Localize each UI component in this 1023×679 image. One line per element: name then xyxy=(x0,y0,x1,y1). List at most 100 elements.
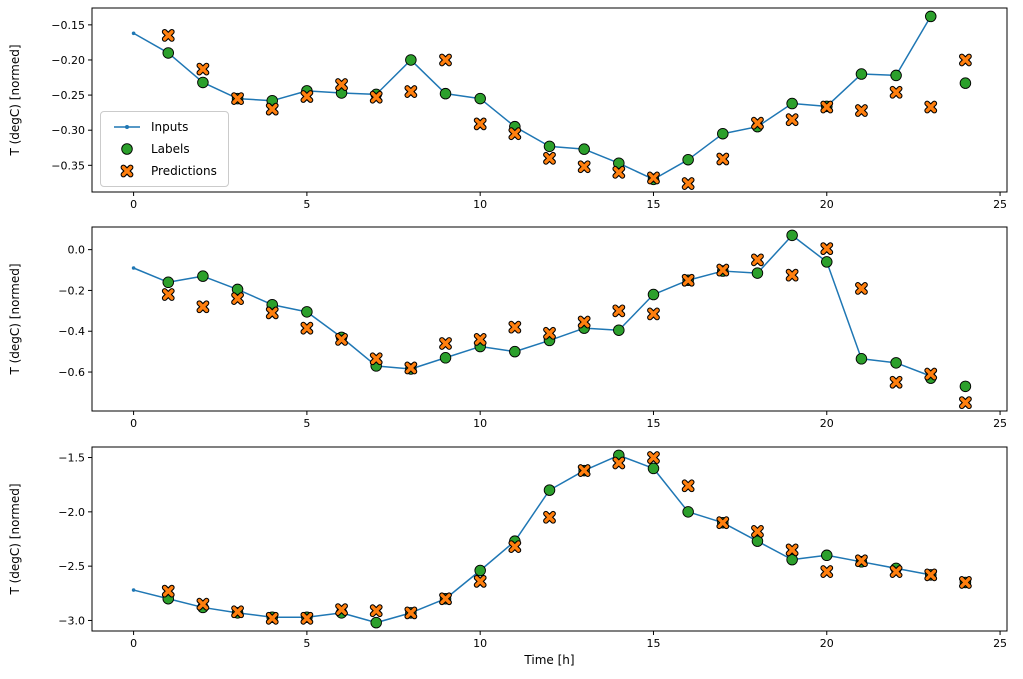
labels-marker xyxy=(197,270,209,282)
predictions-marker xyxy=(717,517,729,529)
y-tick-label: −0.15 xyxy=(51,19,85,32)
labels-marker xyxy=(439,352,452,364)
predictions-marker xyxy=(821,566,833,577)
predictions-marker xyxy=(544,511,555,523)
labels-marker xyxy=(751,267,764,279)
labels-marker xyxy=(474,92,486,105)
x-tick-label: 10 xyxy=(473,417,487,430)
labels-marker xyxy=(925,10,937,23)
labels-marker xyxy=(197,76,209,89)
predictions-marker xyxy=(578,161,590,173)
legend-label-labels: Labels xyxy=(151,142,190,156)
predictions-marker xyxy=(890,566,902,577)
predictions-marker xyxy=(544,327,555,339)
axes-frame xyxy=(91,7,1008,193)
predictions-marker xyxy=(197,63,209,75)
y-tick-label: −2.0 xyxy=(58,506,85,519)
labels-marker xyxy=(405,54,417,66)
labels-marker xyxy=(578,143,590,155)
x-tick-label: 25 xyxy=(993,637,1007,650)
predictions-marker xyxy=(266,307,278,319)
y-tick-label: −0.35 xyxy=(51,159,85,172)
labels-marker xyxy=(890,69,902,82)
legend-item-labels: Labels xyxy=(112,142,217,156)
predictions-marker xyxy=(821,243,833,254)
y-tick-label: −0.2 xyxy=(58,284,85,297)
predictions-marker xyxy=(925,368,937,380)
x-tick-label: 20 xyxy=(820,637,834,650)
predictions-marker xyxy=(162,30,174,41)
labels-marker xyxy=(751,535,764,547)
y-tick-label: −0.20 xyxy=(51,54,85,67)
labels-marker xyxy=(821,256,833,268)
labels-marker xyxy=(162,276,174,289)
predictions-marker xyxy=(370,605,382,616)
labels-marker xyxy=(162,47,174,59)
predictions-marker xyxy=(232,293,243,304)
predictions-marker xyxy=(474,334,486,345)
labels-marker xyxy=(890,357,902,369)
predictions-x-icon xyxy=(120,164,134,178)
legend: Inputs Labels Predictions xyxy=(100,111,229,187)
x-tick-label: 0 xyxy=(130,198,137,211)
legend-item-inputs: Inputs xyxy=(112,120,217,134)
predictions-marker xyxy=(890,376,902,388)
predictions-marker xyxy=(960,397,971,408)
predictions-marker xyxy=(162,289,174,300)
labels-marker xyxy=(509,345,521,358)
inputs-line xyxy=(133,16,932,181)
labels-marker xyxy=(370,616,382,629)
inputs-dot xyxy=(131,31,136,36)
predictions-marker xyxy=(786,114,798,125)
axes-frame xyxy=(91,226,1008,412)
predictions-marker xyxy=(648,308,659,320)
predictions-marker xyxy=(509,128,521,140)
y-axis-label-subplot-3: T (degC) [normed] xyxy=(8,483,22,595)
predictions-marker xyxy=(405,362,417,374)
labels-marker xyxy=(613,324,625,336)
y-tick-label: −2.5 xyxy=(58,560,85,573)
predictions-marker xyxy=(232,93,243,104)
predictions-marker xyxy=(960,54,971,66)
labels-marker xyxy=(682,153,694,166)
predictions-marker xyxy=(752,526,763,537)
x-tick-label: 15 xyxy=(646,198,660,211)
predictions-marker xyxy=(786,544,798,556)
predictions-marker xyxy=(578,465,590,476)
legend-label-inputs: Inputs xyxy=(151,120,189,134)
y-tick-label: −0.6 xyxy=(58,366,85,379)
predictions-marker xyxy=(856,555,867,567)
predictions-marker xyxy=(925,101,937,113)
legend-item-predictions: Predictions xyxy=(112,164,217,178)
labels-marker xyxy=(786,553,798,566)
labels-marker xyxy=(786,229,798,242)
predictions-marker xyxy=(197,301,209,313)
x-axis-label: Time [h] xyxy=(524,653,575,667)
predictions-marker xyxy=(890,86,902,98)
x-tick-label: 5 xyxy=(303,417,310,430)
predictions-marker xyxy=(266,103,278,115)
x-tick-label: 20 xyxy=(820,417,834,430)
inputs-line xyxy=(133,454,931,624)
labels-marker xyxy=(959,380,972,393)
predictions-marker xyxy=(336,604,347,615)
predictions-marker xyxy=(301,322,313,334)
predictions-marker xyxy=(440,338,451,349)
y-tick-label: −0.4 xyxy=(58,325,85,338)
predictions-marker xyxy=(301,612,313,624)
y-tick-label: −0.30 xyxy=(51,124,85,137)
x-tick-label: 25 xyxy=(993,417,1007,430)
x-tick-label: 5 xyxy=(303,198,310,211)
predictions-marker xyxy=(162,585,174,597)
predictions-marker xyxy=(370,353,382,365)
predictions-marker xyxy=(336,334,347,345)
inputs-line-icon xyxy=(114,125,140,129)
labels-marker xyxy=(647,288,660,301)
predictions-marker xyxy=(856,283,867,294)
predictions-marker xyxy=(925,569,937,581)
x-tick-label: 20 xyxy=(820,198,834,211)
inputs-line xyxy=(133,234,932,377)
labels-marker xyxy=(543,484,556,496)
axes-frame xyxy=(91,446,1008,632)
